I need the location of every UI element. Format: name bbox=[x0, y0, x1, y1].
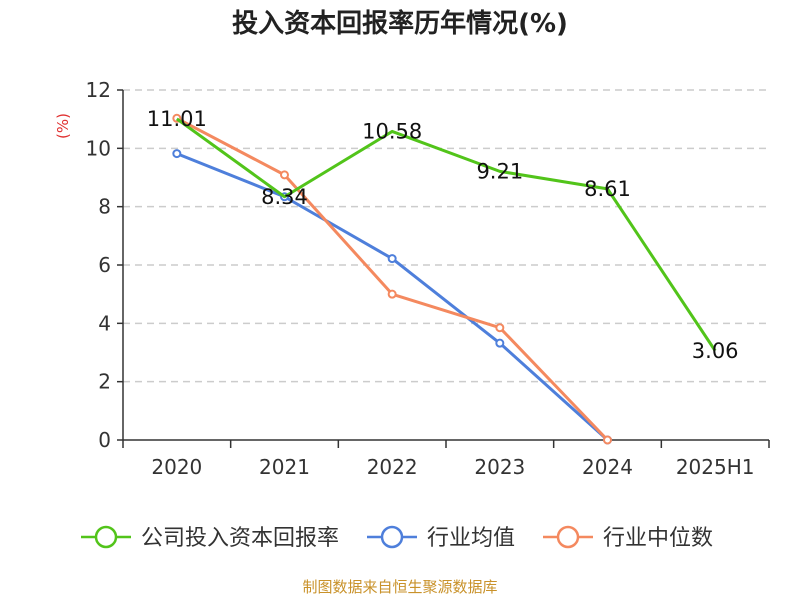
legend-item-2[interactable]: 行业中位数 bbox=[543, 525, 713, 551]
x-tick-label: 2025H1 bbox=[676, 455, 755, 479]
data-label: 8.34 bbox=[261, 185, 308, 209]
series-lines bbox=[172, 113, 717, 445]
y-tick-label: 0 bbox=[98, 428, 111, 452]
x-tick-label: 2022 bbox=[367, 455, 418, 479]
grid-lines bbox=[123, 89, 769, 383]
x-tick-label: 2024 bbox=[582, 455, 633, 479]
legend-label: 行业中位数 bbox=[603, 526, 713, 551]
legend[interactable]: 公司投入资本回报率 行业均值 行业中位数 bbox=[81, 525, 713, 551]
y-axis-label: (%) bbox=[54, 113, 72, 139]
chart-title: 投入资本回报率历年情况(%) bbox=[232, 8, 568, 39]
source-note: 制图数据来自恒生聚源数据库 bbox=[302, 578, 497, 596]
data-point bbox=[495, 323, 505, 333]
x-tick-label: 2020 bbox=[151, 455, 202, 479]
series-line bbox=[175, 117, 717, 352]
x-tick-label: 2023 bbox=[474, 455, 525, 479]
data-point bbox=[387, 289, 397, 299]
legend-label: 公司投入资本回报率 bbox=[141, 526, 339, 551]
data-label: 3.06 bbox=[692, 339, 739, 363]
legend-marker-icon bbox=[556, 525, 580, 549]
legend-item-0[interactable]: 公司投入资本回报率 bbox=[81, 525, 339, 551]
legend-item-1[interactable]: 行业均值 bbox=[367, 525, 515, 551]
y-tick-label: 6 bbox=[98, 253, 111, 277]
data-point bbox=[280, 170, 289, 180]
series-0 bbox=[175, 117, 717, 352]
legend-label: 行业均值 bbox=[427, 526, 515, 551]
axes: 0 2 4 6 8 10 12 2020 2021 2022 2023 2024 2025H1 bbox=[86, 78, 770, 479]
y-tick-label: 2 bbox=[98, 370, 111, 394]
y-tick-label: 4 bbox=[98, 311, 111, 335]
legend-marker-icon bbox=[380, 525, 404, 549]
data-label: 9.21 bbox=[476, 159, 523, 183]
data-point bbox=[172, 149, 182, 159]
data-label: 8.61 bbox=[584, 177, 631, 201]
data-point bbox=[495, 338, 505, 348]
legend-marker-icon bbox=[94, 525, 118, 549]
data-label: 10.58 bbox=[362, 119, 422, 143]
y-tick-label: 8 bbox=[98, 195, 111, 219]
x-tick-label: 2021 bbox=[259, 455, 310, 479]
y-tick-label: 10 bbox=[86, 136, 111, 160]
data-point bbox=[603, 435, 612, 445]
series-2 bbox=[172, 113, 612, 445]
data-point bbox=[387, 254, 397, 264]
data-labels: 11.01 8.34 10.58 9.21 8.61 3.06 bbox=[147, 107, 739, 363]
y-tick-label: 12 bbox=[86, 78, 111, 102]
data-label: 11.01 bbox=[147, 107, 207, 131]
